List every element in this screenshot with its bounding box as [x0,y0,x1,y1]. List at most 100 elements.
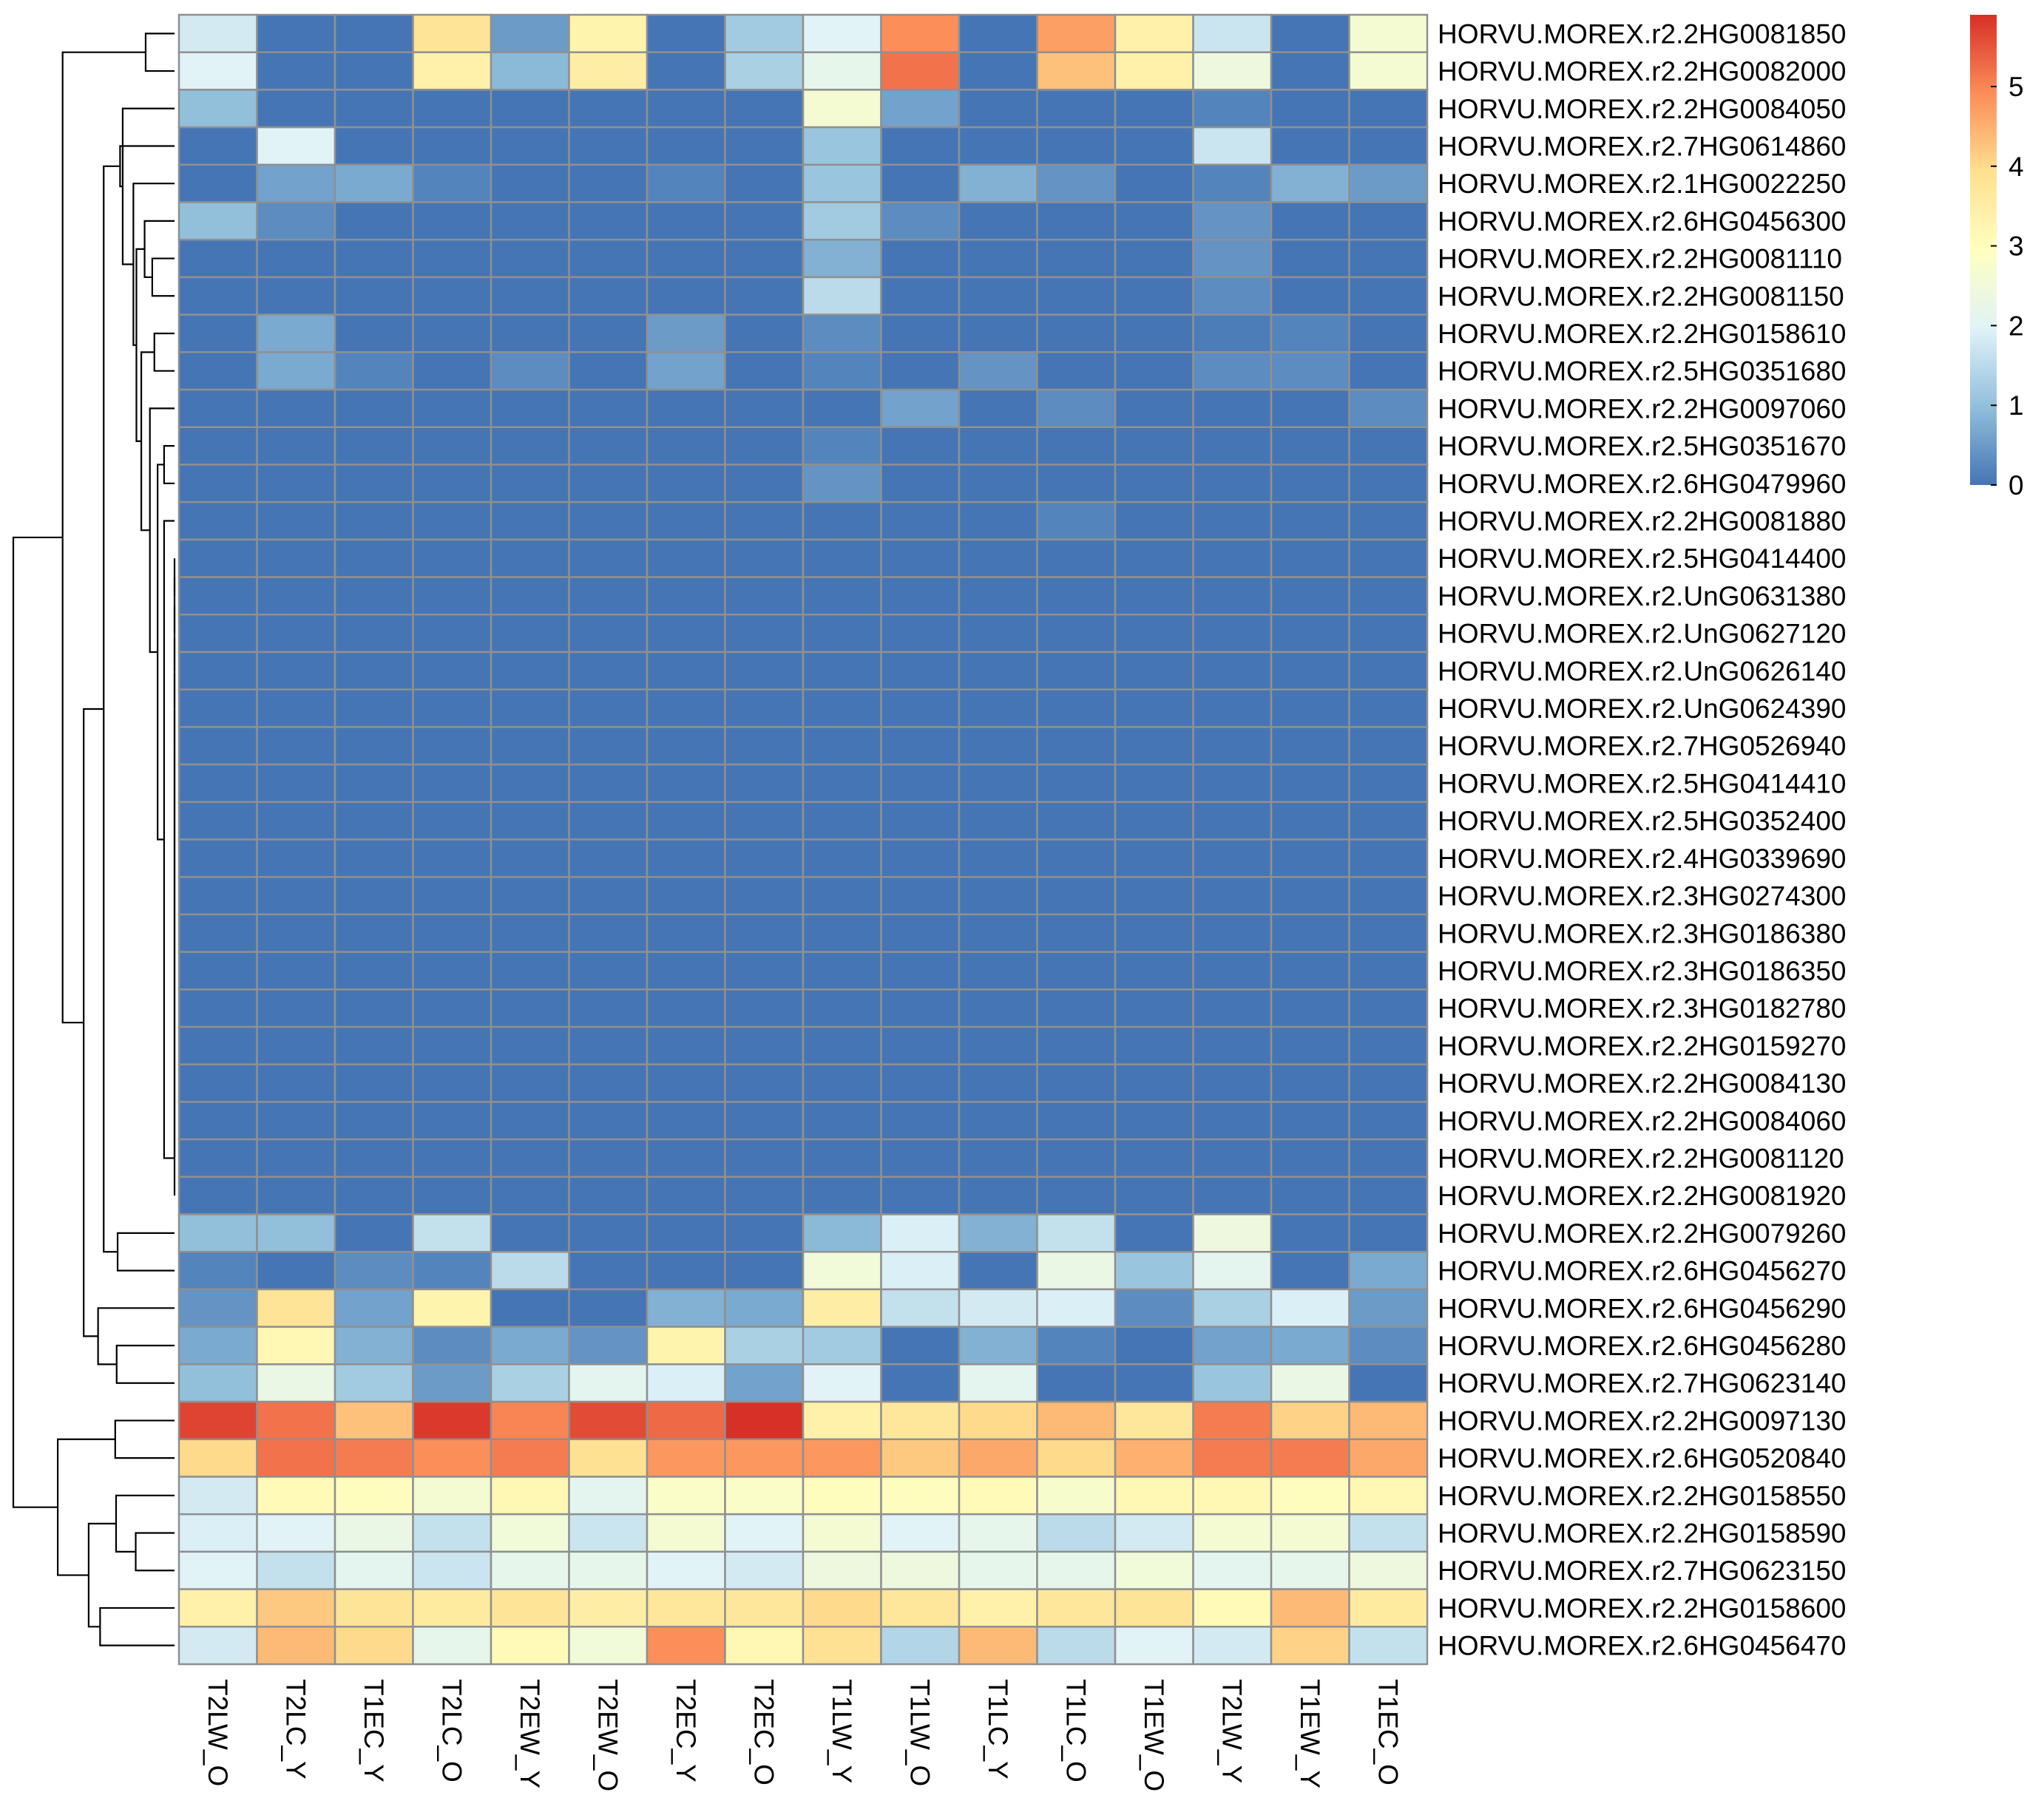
heatmap-cell [1036,464,1117,503]
heatmap-cell [490,988,570,1028]
heatmap-cell [724,763,805,804]
heatmap-cell [724,726,805,766]
heatmap-cell [880,1326,961,1366]
heatmap-cell [1114,614,1194,654]
heatmap-cell [1348,89,1429,129]
heatmap-cell [490,1288,570,1328]
heatmap-cell [802,1251,882,1291]
heatmap-cell [256,838,336,878]
heatmap-cell [1114,238,1194,279]
heatmap-cell [1192,501,1273,541]
heatmap-cell [724,13,805,53]
heatmap-cell [1036,1251,1117,1291]
row-label: HORVU.MOREX.r2.UnG0626140 [1438,656,1847,686]
heatmap-cell [1192,1513,1273,1553]
heatmap-cell [802,1175,882,1215]
heatmap-cell [802,763,882,804]
heatmap-cell [1114,89,1194,129]
heatmap-cell [1270,1550,1350,1590]
heatmap-cell [568,51,649,91]
heatmap-cell [1036,875,1117,916]
heatmap-cell [490,1138,570,1178]
heatmap-cell [1036,1288,1117,1328]
heatmap-cell [1348,1025,1429,1065]
heatmap-cell [334,126,414,166]
heatmap-cell [802,538,882,578]
heatmap-cell [646,126,726,166]
heatmap-cell [568,538,649,578]
heatmap-cell [412,614,493,654]
heatmap-cell [568,388,649,428]
heatmap-cell [1348,1550,1429,1590]
heatmap-cell [802,1101,882,1141]
heatmap-cell [880,276,961,316]
heatmap-cell [724,313,805,353]
heatmap-cell [1036,313,1117,353]
heatmap-cell [880,651,961,691]
heatmap-cell [646,651,726,691]
heatmap-cell [1192,1213,1273,1253]
heatmap-cell [490,1513,570,1553]
heatmap-cell [177,576,258,616]
heatmap-cell [1348,1063,1429,1103]
heatmap-cell [177,1588,258,1628]
heatmap-cell [724,951,805,991]
column-label: T2LW_O [203,1679,233,1786]
heatmap-cell [177,801,258,841]
heatmap-cell [412,838,493,878]
heatmap-cell [802,1326,882,1366]
heatmap-cell [724,426,805,466]
heatmap-cell [490,951,570,991]
row-label: HORVU.MOREX.r2.6HG0456290 [1438,1293,1847,1323]
heatmap-cell [177,13,258,53]
heatmap-cell [1270,1363,1350,1403]
heatmap-cell [334,538,414,578]
heatmap-cell [880,1101,961,1141]
heatmap-cell [1348,464,1429,503]
heatmap-cell [880,1063,961,1103]
heatmap-cell [412,951,493,991]
heatmap-cell [412,875,493,916]
heatmap-cell [724,614,805,654]
heatmap-cell [1270,426,1350,466]
heatmap-cell [646,1288,726,1328]
heatmap-cell [1036,1363,1117,1403]
heatmap-cell [177,1063,258,1103]
heatmap-cell [1192,388,1273,428]
heatmap-cell [177,726,258,766]
heatmap-cell [1270,1213,1350,1253]
heatmap-cell [646,276,726,316]
heatmap-cell [490,651,570,691]
heatmap-cell [256,1288,336,1328]
heatmap-cell [177,1550,258,1590]
heatmap-cell [490,1588,570,1628]
heatmap-cell [724,651,805,691]
heatmap-cell [256,1326,336,1366]
heatmap-cell [1036,1025,1117,1065]
row-label: HORVU.MOREX.r2.2HG0081150 [1438,281,1844,311]
heatmap-cell [1270,1326,1350,1366]
heatmap-cell [334,1213,414,1253]
heatmap-cell [568,1251,649,1291]
heatmap-cell [334,464,414,503]
heatmap-cell [177,763,258,804]
heatmap-cell [1036,951,1117,991]
heatmap-cell [1270,388,1350,428]
heatmap-cell [177,126,258,166]
heatmap-cell [646,201,726,241]
heatmap-cell [334,1438,414,1478]
heatmap-cell [1270,614,1350,654]
heatmap-cell [568,126,649,166]
dendrogram-branch [12,536,63,1508]
row-label: HORVU.MOREX.r2.2HG0158600 [1438,1593,1847,1624]
heatmap-cell [1270,1063,1350,1103]
heatmap-cell [412,1025,493,1065]
heatmap-cell [412,13,493,53]
heatmap-cell [1192,276,1273,316]
heatmap-cell [1192,1138,1273,1178]
heatmap-cell [256,464,336,503]
heatmap-cell [1348,351,1429,391]
heatmap-cell [568,1400,649,1441]
heatmap-cell [1192,875,1273,916]
heatmap-cell [958,538,1038,578]
